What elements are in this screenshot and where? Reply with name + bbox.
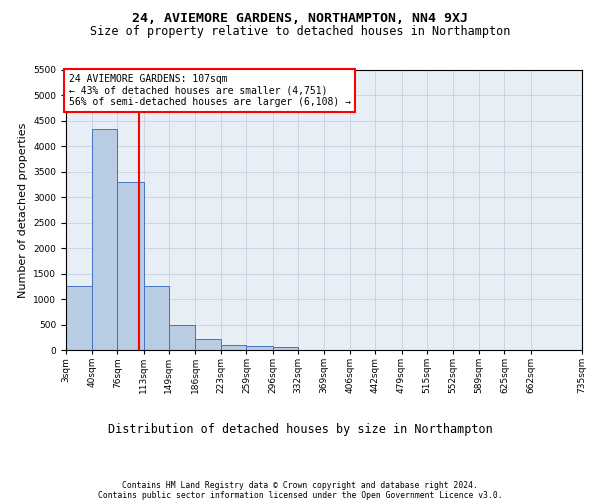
Bar: [143, 286, 169, 350]
Bar: [272, 347, 298, 350]
Y-axis label: Number of detached properties: Number of detached properties: [18, 122, 28, 298]
Text: 24, AVIEMORE GARDENS, NORTHAMPTON, NN4 9XJ: 24, AVIEMORE GARDENS, NORTHAMPTON, NN4 9…: [132, 12, 468, 26]
Bar: [221, 346, 247, 350]
Bar: [195, 339, 221, 350]
Bar: [92, 128, 118, 350]
Text: Size of property relative to detached houses in Northampton: Size of property relative to detached ho…: [90, 25, 510, 38]
Bar: [247, 346, 272, 350]
Bar: [118, 182, 143, 350]
Text: Contains HM Land Registry data © Crown copyright and database right 2024.
Contai: Contains HM Land Registry data © Crown c…: [98, 480, 502, 500]
Text: Distribution of detached houses by size in Northampton: Distribution of detached houses by size …: [107, 422, 493, 436]
Bar: [169, 325, 195, 350]
Text: 24 AVIEMORE GARDENS: 107sqm
← 43% of detached houses are smaller (4,751)
56% of : 24 AVIEMORE GARDENS: 107sqm ← 43% of det…: [68, 74, 350, 108]
Bar: [66, 286, 92, 350]
